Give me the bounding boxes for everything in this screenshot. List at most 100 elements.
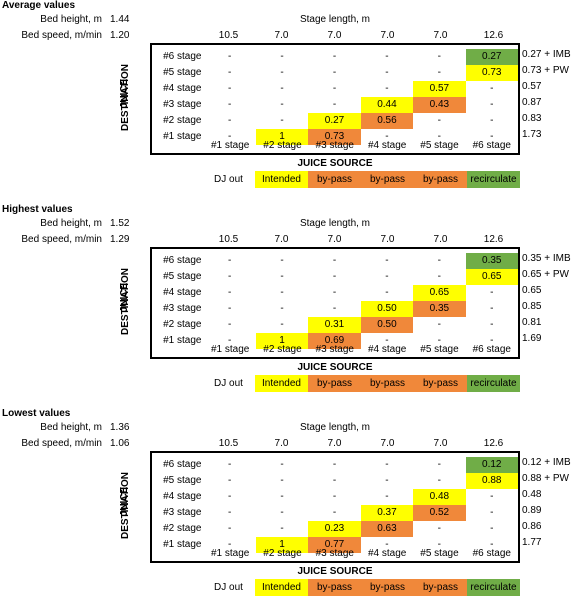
stage-length-value: 10.5 (218, 234, 239, 245)
matrix-cell: 0.63 (360, 521, 414, 537)
juice-destination-axis: JUICE DESTINATION (108, 470, 148, 542)
stage-length-value: 7.0 (380, 438, 395, 449)
source-stage-label: #2 stage (263, 140, 302, 151)
row-sum: 0.65 (522, 285, 542, 296)
matrix-cell: - (227, 523, 232, 534)
matrix-row: #3 stage - - - 0.44 0.43 - (152, 97, 518, 113)
matrix-row: #5 stage - - - - - 0.73 (152, 65, 518, 81)
matrix-cell: 0.31 (308, 317, 361, 333)
legend: DJ out Intended by-pass by-pass by-pass recir… (202, 171, 520, 188)
row-sum: 1.77 (522, 537, 542, 548)
bed-speed-label: Bed speed, m/min (21, 234, 102, 245)
matrix-cell: - (227, 303, 232, 314)
values-block: Average values Bed height, m 1.44 Bed speed… (0, 0, 576, 196)
row-sum: 1.69 (522, 333, 542, 344)
matrix-row: #2 stage - - 0.27 0.56 - - (152, 113, 518, 129)
matrix-cell: - (227, 255, 232, 266)
destination-stage-label: #4 stage (163, 491, 202, 502)
matrix-cell: - (385, 475, 389, 486)
matrix-cell: - (280, 507, 284, 518)
stage-length-value: 7.0 (327, 30, 342, 41)
matrix-cell: - (385, 67, 389, 78)
source-stage-label: #4 stage (367, 548, 407, 559)
juice-source-title: JUICE SOURCE (297, 362, 373, 373)
matrix-cell: 0.88 (465, 473, 518, 489)
matrix-cell: 0.27 (465, 49, 518, 65)
matrix-cell: - (385, 539, 389, 550)
row-sum: 0.27 + IMB (522, 49, 571, 60)
destination-axis-label: DESTINATION (120, 267, 132, 336)
matrix-cell: - (227, 507, 232, 518)
legend: DJ out Intended by-pass by-pass by-pass recir… (202, 579, 520, 596)
juice-destination-axis: JUICE DESTINATION (108, 266, 148, 338)
destination-stage-label: #5 stage (163, 67, 202, 78)
matrix-cell: - (490, 539, 494, 550)
matrix-cell: 0.23 (308, 521, 361, 537)
bed-height-label: Bed height, m (40, 14, 102, 25)
bed-speed-label: Bed speed, m/min (21, 30, 102, 41)
row-sum: 0.57 (522, 81, 542, 92)
legend-item: recirculate (467, 579, 520, 596)
matrix-cell: - (385, 83, 389, 94)
matrix-cell: - (227, 83, 232, 94)
destination-stage-label: #4 stage (163, 83, 202, 94)
matrix-cell: - (437, 335, 442, 346)
legend-item: DJ out (214, 378, 243, 389)
matrix-cell: - (227, 115, 232, 126)
destination-stage-label: #5 stage (163, 475, 202, 486)
flow-matrix: #6 stage - - - - -0.12 #5 stage - - - - -0.88 #4 sta… (150, 451, 520, 563)
matrix-cell: - (280, 83, 284, 94)
matrix-cell: - (490, 335, 494, 346)
matrix-cell: - (332, 271, 337, 282)
flow-matrix: #6 stage - - - - -0.35 #5 stage - - - - -0.65 #4 sta… (150, 247, 520, 359)
source-stage-label: #3 stage (315, 548, 354, 559)
matrix-cell: 0.77 (308, 537, 361, 553)
matrix-row: #1 stage - 1 0.69 - - - (152, 333, 518, 349)
row-sum: 0.35 + IMB (522, 253, 571, 264)
source-stage-label: #4 stage (367, 344, 407, 355)
matrix-cell: - (280, 459, 284, 470)
bed-speed-value: 1.20 (110, 30, 130, 41)
matrix-cell: - (332, 255, 337, 266)
matrix-cell: 0.35 (413, 301, 466, 317)
block-title: Lowest values (2, 408, 71, 419)
matrix-cell: - (332, 303, 337, 314)
stage-length-value: 7.0 (274, 234, 289, 245)
matrix-cell: 0.35 (465, 253, 518, 269)
matrix-cell: - (490, 491, 494, 502)
row-sum: 0.85 (522, 301, 542, 312)
source-stage-label: #1 stage (210, 344, 250, 355)
stage-length-values: 10.5 7.0 7.0 7.0 7.0 12.6 (202, 438, 520, 451)
matrix-row: #1 stage - 1 0.73 - - - (152, 129, 518, 145)
matrix-row: #6 stage - - - - - 0.27 (152, 49, 518, 65)
source-stage-label: #5 stage (420, 548, 459, 559)
destination-axis-label: DESTINATION (120, 63, 132, 132)
juice-source-title: JUICE SOURCE (297, 566, 373, 577)
destination-stage-label: #3 stage (163, 303, 202, 314)
matrix-cell: - (227, 271, 232, 282)
stage-length-values: 10.5 7.0 7.0 7.0 7.0 12.6 (202, 234, 520, 247)
matrix-cell: - (227, 335, 232, 346)
matrix-cell: 1 (255, 333, 309, 349)
legend-item: Intended (255, 171, 308, 188)
matrix-cell: - (280, 303, 284, 314)
matrix-cell: - (437, 319, 442, 330)
legend-item: by-pass (414, 171, 467, 188)
stage-length-value: 12.6 (483, 438, 504, 449)
matrix-cell: - (437, 523, 442, 534)
block-title: Average values (2, 0, 76, 11)
matrix-cell: - (227, 99, 232, 110)
matrix-cell: 0.65 (465, 269, 518, 285)
row-sum: 0.48 (522, 489, 542, 500)
matrix-cell: - (437, 115, 442, 126)
source-stage-label: #2 stage (263, 344, 302, 355)
values-block: Lowest values Bed height, m 1.36 Bed speed,… (0, 408, 576, 604)
matrix-cell: 0.65 (413, 285, 466, 301)
stage-length-value: 10.5 (218, 438, 239, 449)
source-stage-label: #5 stage (420, 140, 459, 151)
matrix-cell: 0.52 (413, 505, 466, 521)
matrix-cell: - (332, 99, 337, 110)
matrix-cell: 1 (255, 129, 309, 145)
matrix-cell: - (227, 475, 232, 486)
matrix-row: #4 stage - - - - 0.48 - (152, 489, 518, 505)
